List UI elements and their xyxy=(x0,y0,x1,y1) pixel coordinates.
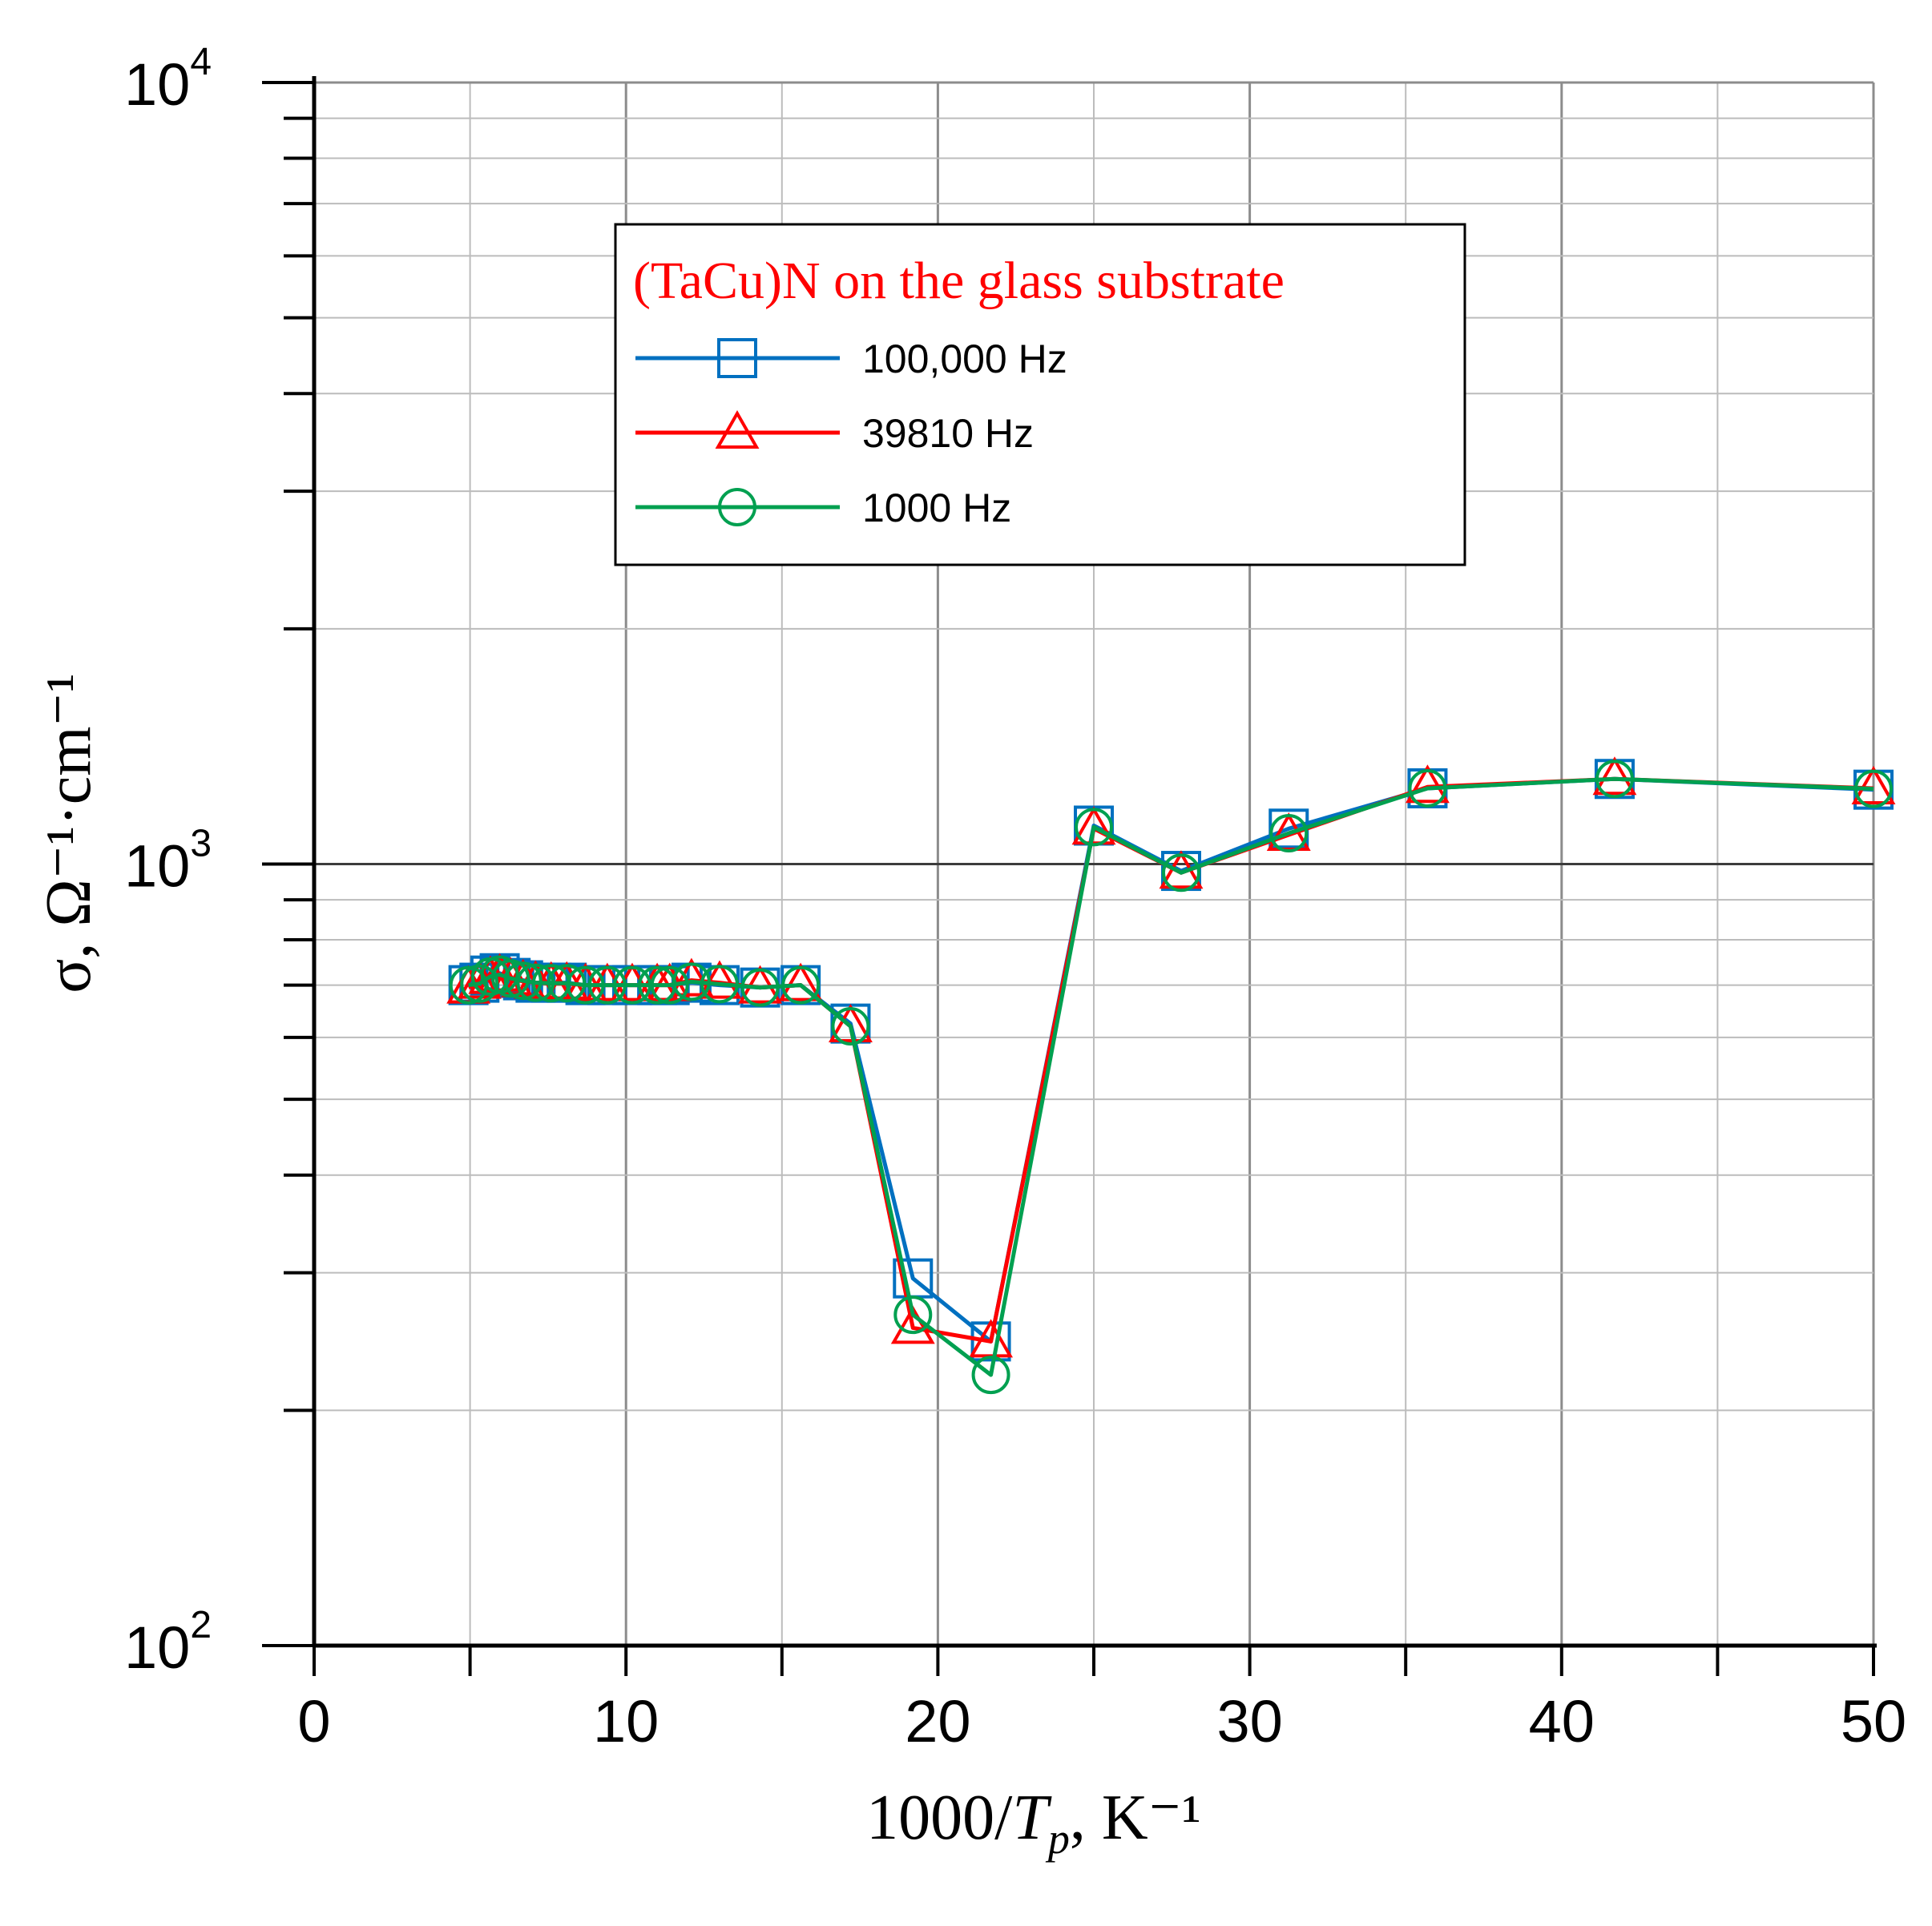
data-point-circle xyxy=(587,965,627,1005)
data-point-circle xyxy=(893,1295,933,1335)
data-point-triangle xyxy=(1592,756,1637,796)
data-point-triangle xyxy=(585,962,630,1001)
y-axis-title: σ, Ω⁻¹·cm⁻¹ xyxy=(34,673,104,993)
data-point-circle xyxy=(700,965,739,1004)
data-point-triangle xyxy=(828,1003,873,1043)
legend-label: 100,000 Hz xyxy=(862,336,1067,381)
data-point-triangle xyxy=(1851,765,1896,804)
data-point-square xyxy=(717,338,757,378)
data-point-circle xyxy=(1595,760,1634,799)
legend-label: 39810 Hz xyxy=(862,411,1034,456)
y-tick-base: 10 xyxy=(124,833,190,900)
series-line xyxy=(468,776,1874,1377)
series-layer xyxy=(446,756,1896,1395)
data-point-circle xyxy=(1075,808,1113,847)
data-point-triangle xyxy=(1405,764,1450,804)
series-circle xyxy=(449,760,1893,1395)
data-point-circle xyxy=(491,959,530,998)
x-axis-title-subscript: p xyxy=(1045,1815,1070,1863)
data-point-triangle xyxy=(778,962,823,1001)
x-axis-title-suffix: , K⁻¹ xyxy=(1070,1783,1201,1853)
y-tick-exponent: 4 xyxy=(190,41,212,83)
data-point-triangle xyxy=(1071,806,1116,845)
data-point-circle xyxy=(1408,768,1447,808)
data-point-circle xyxy=(503,961,542,1001)
data-point-circle xyxy=(566,965,605,1005)
data-point-circle xyxy=(547,964,587,1003)
x-tick-label: 0 xyxy=(297,1688,330,1755)
y-tick-label: 102 xyxy=(124,1604,212,1681)
data-point-circle xyxy=(971,1356,1010,1395)
legend-label: 1000 Hz xyxy=(862,486,1011,530)
data-point-circle xyxy=(1161,853,1200,892)
series-square xyxy=(448,759,1894,1362)
y-tick-label: 103 xyxy=(124,823,212,900)
data-point-circle xyxy=(612,965,651,1005)
data-point-circle xyxy=(1854,769,1893,808)
legend: (TaCu)N on the glass substrate 100,000 Hz… xyxy=(614,223,1466,566)
x-axis-title-variable: T xyxy=(1012,1783,1052,1853)
data-point-circle xyxy=(781,965,821,1005)
data-point-circle xyxy=(650,965,689,1005)
data-point-triangle xyxy=(610,962,655,1001)
y-tick-label: 104 xyxy=(124,41,212,118)
y-tick-exponent: 3 xyxy=(190,823,212,865)
x-axis-title: 1000/Tp, K⁻¹ xyxy=(866,1783,1201,1863)
x-tick-label: 20 xyxy=(905,1688,970,1755)
y-tick-base: 10 xyxy=(124,1614,190,1681)
x-tick-label: 50 xyxy=(1841,1688,1906,1755)
x-tick-label: 30 xyxy=(1216,1688,1282,1755)
data-point-triangle xyxy=(669,957,714,997)
data-point-circle xyxy=(672,962,711,1001)
data-point-circle xyxy=(718,488,756,526)
data-point-triangle xyxy=(1266,812,1311,851)
data-point-circle xyxy=(460,964,499,1003)
data-point-triangle xyxy=(890,1305,935,1344)
y-tick-exponent: 2 xyxy=(190,1604,212,1646)
data-point-triangle xyxy=(715,409,760,449)
data-point-circle xyxy=(516,963,555,1002)
legend-title: (TaCu)N on the glass substrate xyxy=(633,252,1285,310)
x-tick-label: 10 xyxy=(593,1688,659,1755)
y-tick-base: 10 xyxy=(124,51,190,118)
data-point-circle xyxy=(831,1007,870,1046)
x-tick-label: 40 xyxy=(1529,1688,1595,1755)
data-point-circle xyxy=(1269,814,1309,853)
data-point-circle xyxy=(740,968,780,1007)
x-axis-title-prefix: 1000/ xyxy=(866,1783,1013,1853)
series-triangle xyxy=(446,756,1896,1358)
